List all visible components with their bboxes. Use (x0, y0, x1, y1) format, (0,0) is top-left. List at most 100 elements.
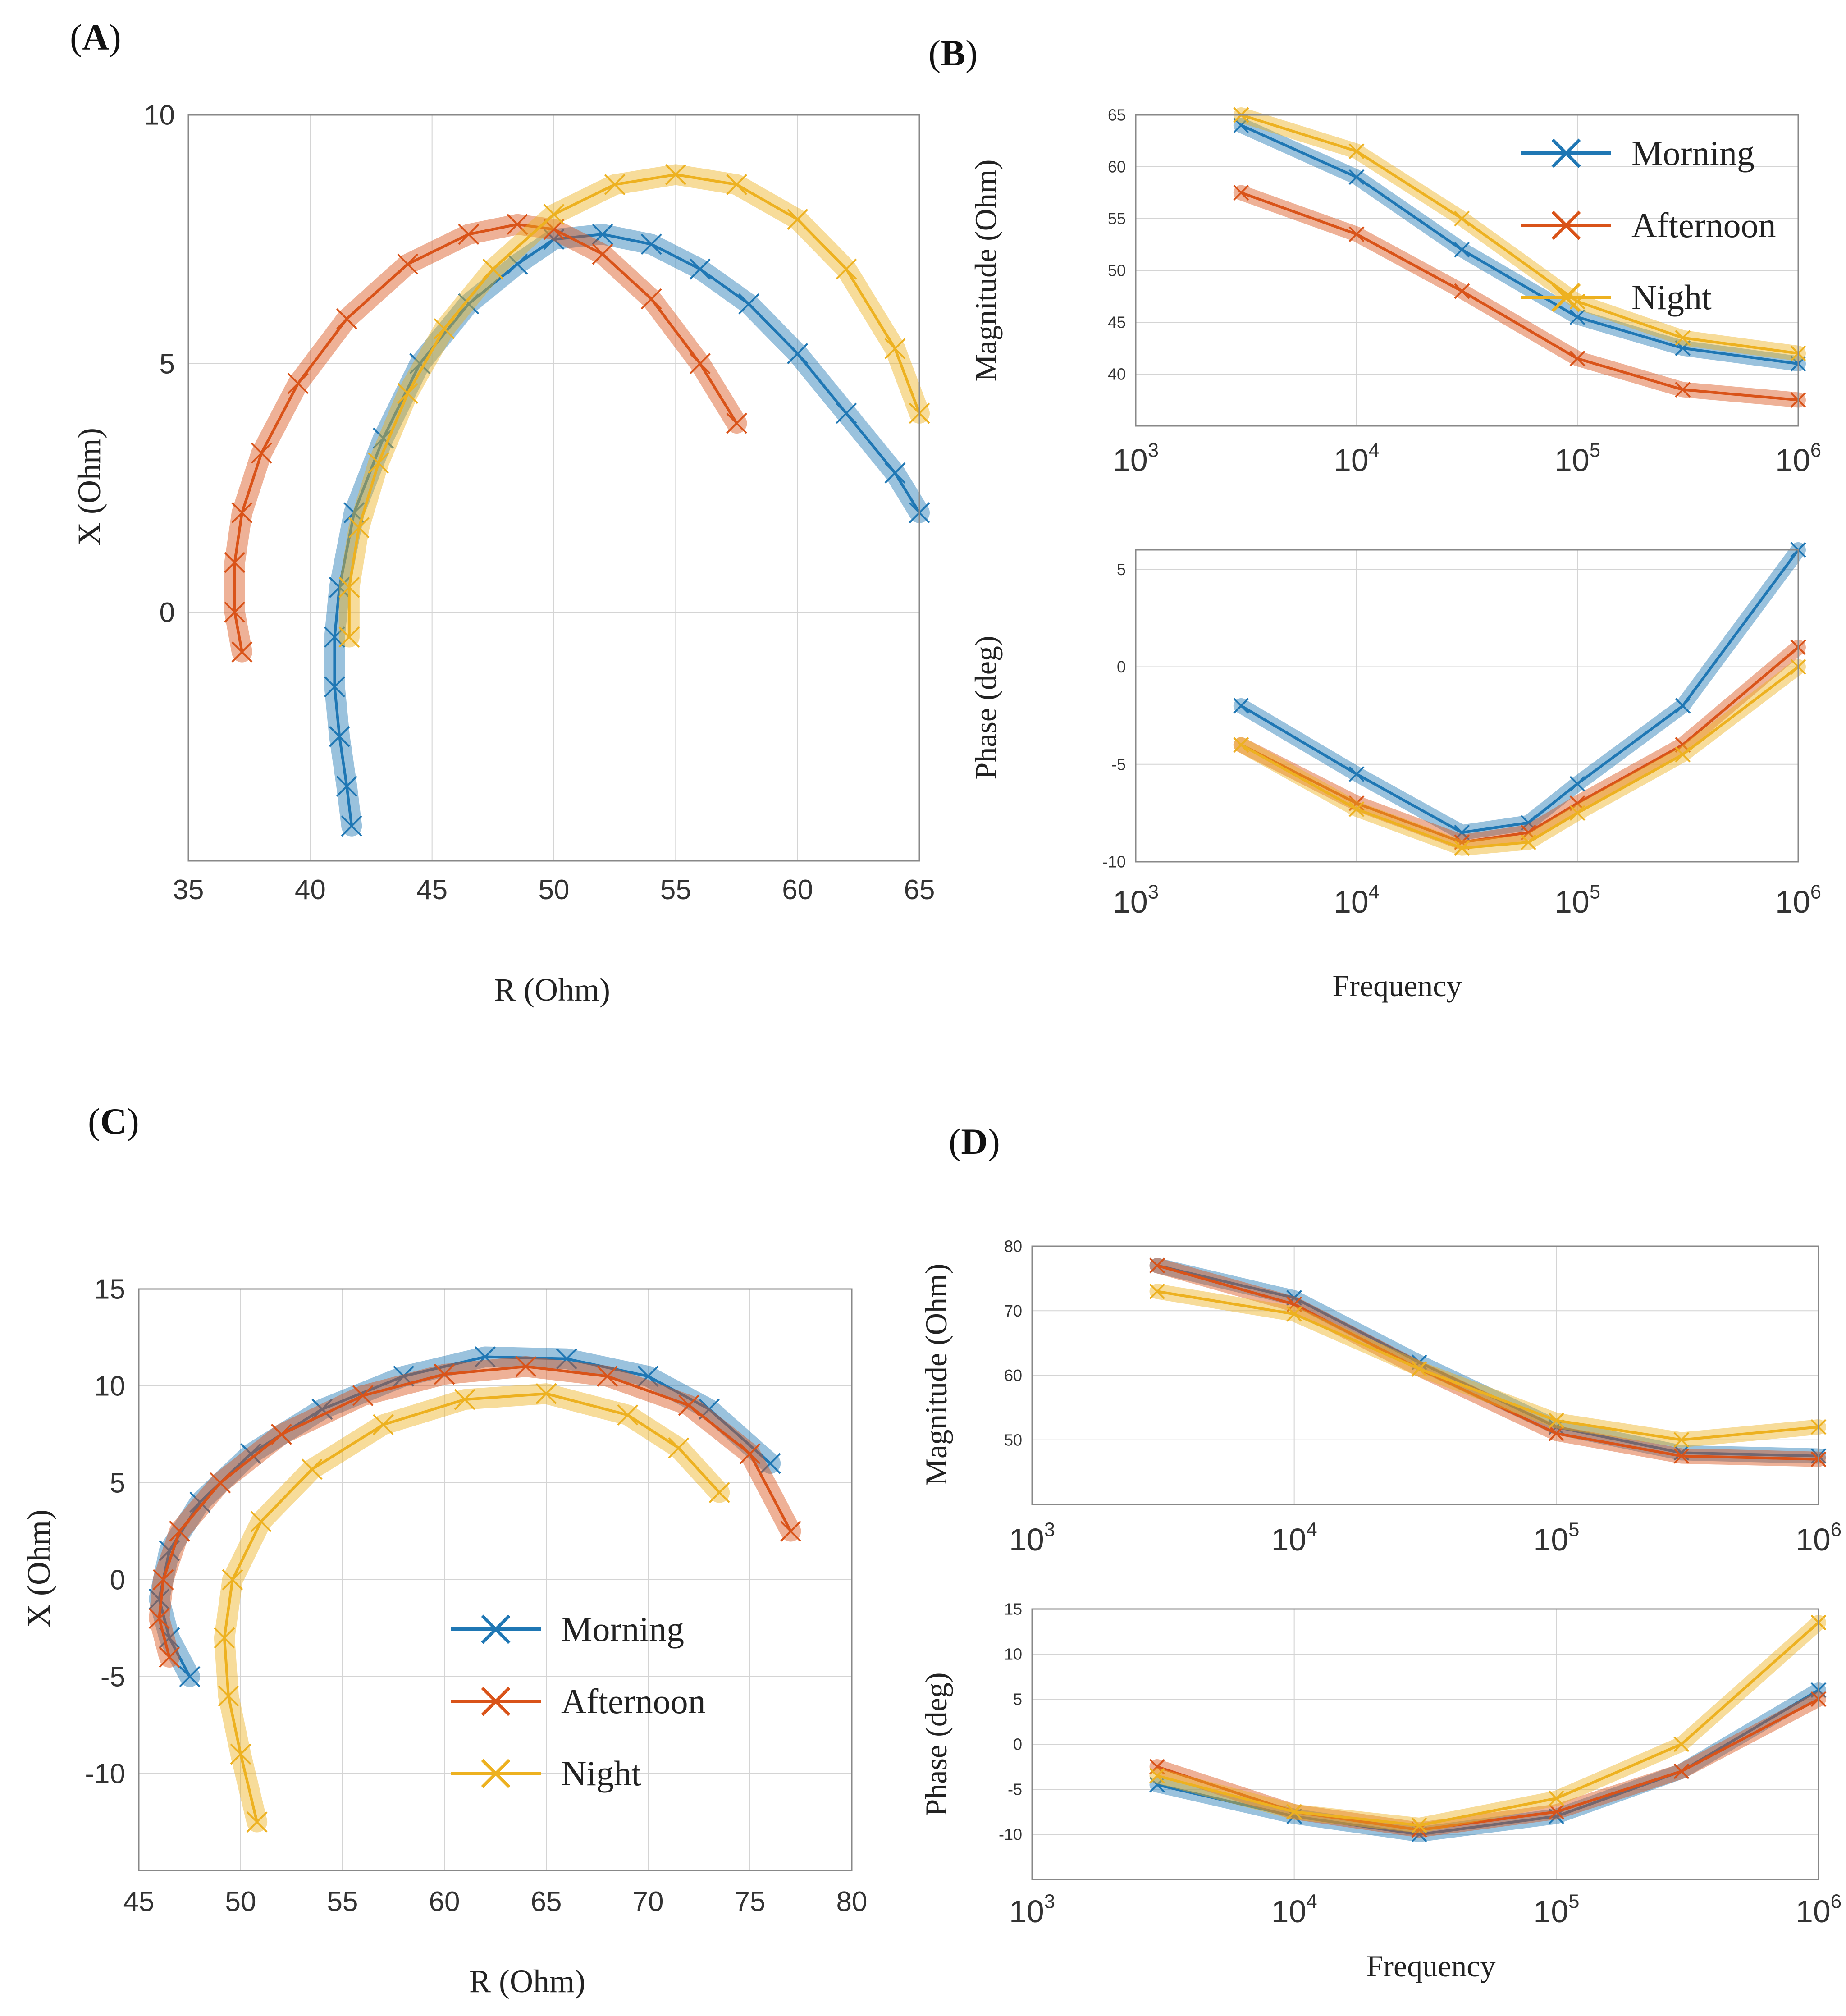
data-point-night (1233, 737, 1249, 753)
x-tick-base: 10 (1271, 1522, 1307, 1557)
data-point-morning (324, 626, 345, 648)
data-point-afternoon (224, 601, 246, 623)
data-point-night (1348, 801, 1365, 817)
data-point-night (222, 1569, 243, 1591)
x-tick-base: 10 (1009, 1894, 1044, 1929)
y-tick-label: -10 (85, 1759, 125, 1790)
data-point-night (543, 204, 565, 225)
data-point-night (246, 1811, 268, 1833)
y-tick-label: 10 (94, 1371, 125, 1402)
data-point-afternoon (210, 1472, 231, 1494)
data-point-night (482, 258, 504, 280)
legend-marker-night (481, 1759, 511, 1788)
y-tick-label: -5 (1008, 1780, 1022, 1799)
x-tick-label: 103 (1009, 1891, 1055, 1929)
data-point-morning (1673, 1445, 1690, 1461)
data-point-night (1411, 1817, 1427, 1833)
data-point-night (1411, 1361, 1427, 1377)
y-tick-label: 40 (1108, 365, 1126, 384)
y-axis-label: X (Ohm) (71, 428, 107, 546)
data-point-morning (738, 293, 759, 315)
data-point-night (250, 1511, 272, 1532)
x-tick-label: 45 (416, 874, 448, 905)
data-point-afternoon (1348, 226, 1365, 242)
legend-label-afternoon: Afternoon (1631, 206, 1776, 245)
y-tick-label: -10 (999, 1825, 1022, 1844)
series-line-night (1156, 1621, 1819, 1827)
panel-letter-a-char: A (82, 17, 109, 58)
data-point-night (535, 1383, 557, 1404)
data-point-afternoon (1548, 1804, 1564, 1820)
legend-label-morning: Morning (561, 1609, 684, 1649)
data-point-night (1548, 1413, 1564, 1429)
data-point-morning (1569, 309, 1586, 325)
x-tick-exponent: 6 (1831, 1891, 1841, 1913)
x-tick-label: 106 (1775, 882, 1821, 920)
x-tick-exponent: 3 (1044, 1519, 1055, 1541)
plot-frame (1031, 1608, 1819, 1880)
y-tick-label: 5 (110, 1468, 125, 1499)
x-tick-label: 106 (1796, 1891, 1841, 1929)
data-point-night (397, 383, 419, 404)
data-point-night (1454, 840, 1470, 856)
x-tick-exponent: 4 (1369, 440, 1380, 462)
data-point-afternoon (739, 1443, 761, 1464)
data-point-night (1348, 143, 1365, 159)
y-tick-label: 0 (110, 1565, 125, 1596)
x-tick-label: 104 (1334, 882, 1380, 920)
x-tick-label: 60 (782, 874, 813, 905)
x-tick-exponent: 5 (1590, 882, 1600, 903)
y-axis-label: Phase (deg) (969, 635, 1003, 779)
y-tick-label: 50 (1004, 1431, 1022, 1449)
data-point-afternoon (169, 1521, 190, 1542)
legend-marker-afternoon (1551, 210, 1581, 240)
y-tick-label: 45 (1108, 313, 1126, 332)
y-tick-label: -5 (101, 1662, 125, 1693)
data-point-night (604, 174, 626, 195)
data-point-morning (324, 676, 345, 698)
x-tick-label: 50 (539, 874, 570, 905)
x-tick-base: 10 (1554, 884, 1590, 919)
data-point-night (884, 338, 906, 359)
x-tick-label: 65 (904, 874, 935, 905)
data-point-night (301, 1458, 323, 1480)
x-axis-label: Frequency (1366, 1949, 1495, 1983)
data-point-afternoon (592, 243, 613, 265)
chart-a: 0 5 10 35 40 45 50 55 60 65 R (Ohm) X (Ohm) (71, 100, 935, 1008)
x-tick-label: 40 (295, 874, 326, 905)
data-point-afternoon (224, 552, 246, 573)
data-point-afternoon (231, 641, 253, 663)
data-point-afternoon (159, 1646, 180, 1668)
x-tick-exponent: 3 (1148, 440, 1159, 462)
data-point-night (1675, 330, 1691, 346)
series-line-morning (1240, 124, 1799, 365)
data-point-afternoon (1673, 1763, 1690, 1779)
plot-frame (187, 114, 920, 862)
data-point-afternoon (1348, 795, 1365, 811)
y-axis-label: Magnitude (Ohm) (919, 1264, 953, 1486)
plot-frame (1135, 114, 1799, 427)
data-point-morning (336, 776, 357, 797)
y-tick-label: 0 (160, 597, 175, 628)
x-tick-exponent: 5 (1568, 1891, 1579, 1913)
x-tick-exponent: 6 (1810, 440, 1821, 462)
data-point-afternoon (152, 1569, 174, 1591)
data-point-afternoon (1454, 283, 1470, 299)
legend-marker-afternoon (481, 1687, 511, 1716)
data-point-morning (1233, 698, 1249, 714)
y-tick-label: 5 (1117, 560, 1126, 579)
x-tick-base: 10 (1271, 1894, 1307, 1929)
x-axis-label: Frequency (1332, 969, 1462, 1003)
x-tick-label: 55 (660, 874, 691, 905)
y-axis-label: X (Ohm) (21, 1509, 57, 1627)
data-point-night (1286, 1306, 1302, 1322)
data-point-morning (189, 1491, 211, 1513)
x-tick-base: 10 (1334, 884, 1369, 919)
x-tick-label: 105 (1533, 1891, 1579, 1929)
data-point-night (1673, 1736, 1690, 1752)
data-point-night (338, 626, 360, 648)
